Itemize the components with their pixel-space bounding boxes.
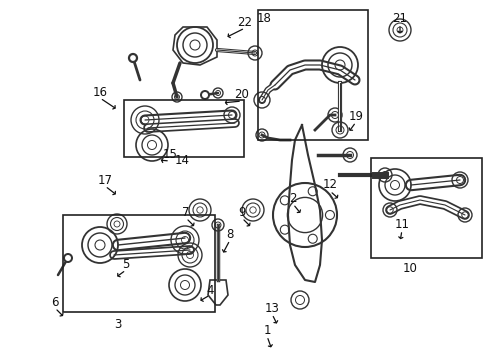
Text: 21: 21 <box>392 12 407 24</box>
Text: 15: 15 <box>162 148 177 162</box>
Bar <box>370 158 481 258</box>
Circle shape <box>129 54 137 62</box>
Text: 9: 9 <box>238 207 245 220</box>
Text: 14: 14 <box>174 153 189 166</box>
Text: 4: 4 <box>206 284 213 297</box>
Text: 11: 11 <box>394 219 408 231</box>
Text: 5: 5 <box>122 258 129 271</box>
Text: 8: 8 <box>226 229 233 242</box>
Bar <box>63 215 215 312</box>
Text: 10: 10 <box>402 261 417 274</box>
Circle shape <box>201 91 208 99</box>
Circle shape <box>64 254 72 262</box>
Text: 18: 18 <box>256 12 271 24</box>
Bar <box>124 100 244 157</box>
Text: 13: 13 <box>264 302 279 315</box>
Text: 3: 3 <box>114 319 122 332</box>
Text: 2: 2 <box>289 192 296 204</box>
Text: 7: 7 <box>182 207 189 220</box>
Text: 22: 22 <box>237 15 252 28</box>
Text: 20: 20 <box>234 89 249 102</box>
Text: 17: 17 <box>97 174 112 186</box>
Text: 6: 6 <box>51 296 59 309</box>
Text: 1: 1 <box>263 324 270 337</box>
Text: 16: 16 <box>92 85 107 99</box>
Text: 19: 19 <box>348 109 363 122</box>
Bar <box>258 10 367 140</box>
Text: 12: 12 <box>322 179 337 192</box>
